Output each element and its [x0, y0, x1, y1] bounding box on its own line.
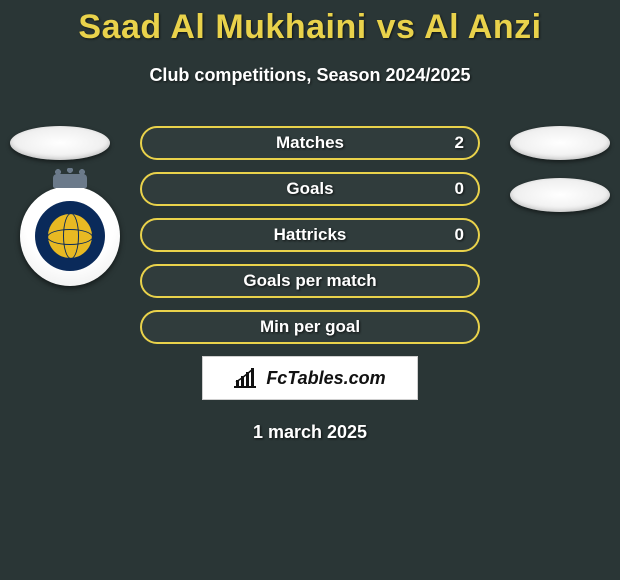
crown-icon: [53, 174, 87, 188]
stat-row-hattricks: Hattricks 0: [140, 218, 480, 252]
player-right-avatar-placeholder-1: [510, 126, 610, 160]
stat-value-right: 0: [455, 225, 464, 245]
stat-value-right: 0: [455, 179, 464, 199]
stat-row-goals-per-match: Goals per match: [140, 264, 480, 298]
globe-icon: [48, 214, 92, 258]
stat-label: Goals per match: [243, 271, 376, 291]
page-subtitle: Club competitions, Season 2024/2025: [0, 65, 620, 86]
brand-text: FcTables.com: [266, 368, 385, 389]
player-left-avatar-placeholder: [10, 126, 110, 160]
comparison-panel: Matches 2 Goals 0 Hattricks 0 Goals per …: [0, 126, 620, 443]
player-right-avatar-placeholder-2: [510, 178, 610, 212]
stat-label: Goals: [286, 179, 333, 199]
club-badge-inner: [35, 201, 105, 271]
stat-row-min-per-goal: Min per goal: [140, 310, 480, 344]
page-title: Saad Al Mukhaini vs Al Anzi: [0, 0, 620, 47]
date-text: 1 march 2025: [0, 422, 620, 443]
stat-label: Matches: [276, 133, 344, 153]
stat-row-goals: Goals 0: [140, 172, 480, 206]
stat-value-right: 2: [455, 133, 464, 153]
stat-rows: Matches 2 Goals 0 Hattricks 0 Goals per …: [140, 126, 480, 344]
club-badge: [20, 186, 120, 286]
brand-box: FcTables.com: [202, 356, 418, 400]
stat-row-matches: Matches 2: [140, 126, 480, 160]
stat-label: Min per goal: [260, 317, 360, 337]
stat-label: Hattricks: [274, 225, 347, 245]
bar-chart-icon: [234, 368, 260, 388]
